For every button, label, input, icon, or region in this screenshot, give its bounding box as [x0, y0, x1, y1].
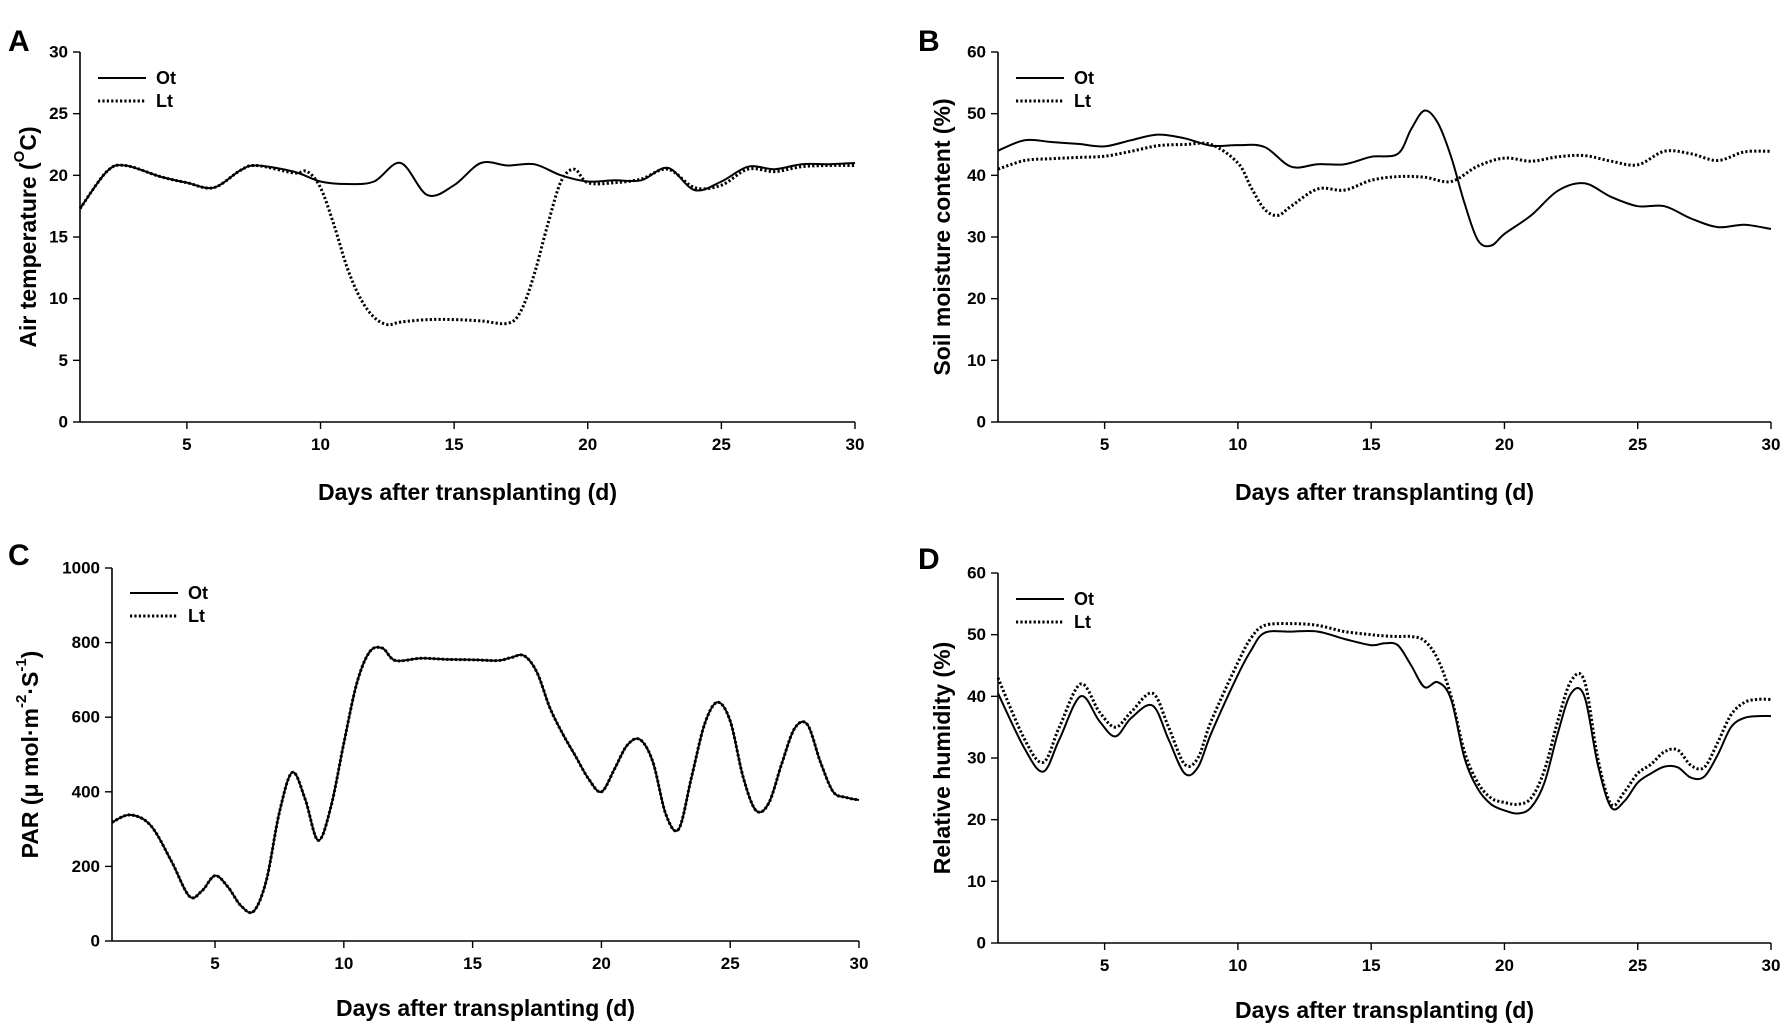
y-tick-label: 50: [967, 625, 986, 644]
x-tick-label: 10: [1228, 435, 1247, 454]
y-tick-label: 40: [967, 166, 986, 185]
x-tick-label: 10: [334, 954, 353, 973]
series-line-ot: [997, 109, 1772, 248]
series-line-lt: [996, 622, 1772, 808]
y-tick-label: 30: [967, 749, 986, 768]
x-tick-label: 25: [1628, 956, 1647, 975]
x-tick-label: 5: [182, 435, 191, 454]
y-tick-label: 0: [91, 932, 100, 951]
panel-a: A 0 5 10 15 20 25 30 5 10 15 20 25 30 Days after trans…: [8, 25, 864, 505]
x-axis-label: Days after transplanting (d): [1235, 479, 1534, 505]
series-line-lt: [111, 645, 860, 915]
y-axis-label: Relative humidity (%): [929, 642, 955, 875]
legend-label-ot: Ot: [156, 68, 176, 88]
y-tick-label: 0: [59, 413, 68, 432]
x-tick-label: 25: [1628, 435, 1647, 454]
y-axis-label: Soil moisture content (%): [929, 98, 955, 375]
y-tick-label: 10: [49, 289, 68, 308]
y-tick-label: 10: [967, 351, 986, 370]
y-tick-label: 30: [967, 228, 986, 247]
panel-letter: A: [8, 25, 30, 58]
series-line-lt: [997, 141, 1772, 217]
y-tick-label: 600: [72, 708, 100, 727]
y-tick-label: 0: [977, 934, 986, 953]
legend-label-lt: Lt: [1074, 91, 1091, 111]
y-tick-label: 15: [49, 228, 68, 247]
x-tick-label: 20: [592, 954, 611, 973]
y-tick-label: 25: [49, 104, 68, 123]
y-tick-label: 800: [72, 633, 100, 652]
series-line-lt: [78, 163, 856, 327]
series-line-ot: [997, 629, 1772, 815]
y-tick-label: 40: [967, 687, 986, 706]
x-tick-label: 30: [1762, 435, 1781, 454]
legend-label-lt: Lt: [156, 91, 173, 111]
y-tick-label: 60: [967, 43, 986, 62]
x-tick-label: 30: [850, 954, 869, 973]
y-tick-label: 1000: [62, 559, 100, 578]
panel-letter: B: [918, 25, 940, 58]
x-tick-label: 5: [1100, 435, 1109, 454]
x-tick-label: 15: [463, 954, 482, 973]
y-axis-label: PAR (μ mol·m-2·S-1): [13, 651, 43, 859]
y-axis-label: Air temperature (OC): [11, 126, 41, 347]
x-axis-label: Days after transplanting (d): [318, 479, 617, 505]
x-tick-label: 20: [1495, 956, 1514, 975]
y-tick-label: 20: [967, 810, 986, 829]
legend-label-lt: Lt: [1074, 612, 1091, 632]
y-tick-label: 400: [72, 782, 100, 801]
y-tick-label: 20: [967, 289, 986, 308]
y-tick-label: 10: [967, 872, 986, 891]
legend-label-ot: Ot: [1074, 68, 1094, 88]
legend-label-ot: Ot: [188, 583, 208, 603]
legend-label-ot: Ot: [1074, 589, 1094, 609]
y-tick-label: 0: [977, 413, 986, 432]
x-tick-label: 15: [1362, 956, 1381, 975]
legend-label-lt: Lt: [188, 606, 205, 626]
x-tick-label: 25: [721, 954, 740, 973]
x-tick-label: 5: [1100, 956, 1109, 975]
x-tick-label: 30: [846, 435, 865, 454]
panel-b: B 0 10 20 30 40 50 60 5 10 15 20 25 30 Days after tran…: [918, 25, 1780, 505]
x-tick-label: 20: [578, 435, 597, 454]
x-tick-label: 30: [1762, 956, 1781, 975]
y-tick-label: 50: [967, 104, 986, 123]
series-line-ot: [111, 646, 860, 914]
y-tick-label: 200: [72, 857, 100, 876]
y-tick-label: 30: [49, 43, 68, 62]
panel-letter: C: [8, 539, 30, 572]
x-tick-label: 5: [210, 954, 219, 973]
y-tick-label: 5: [59, 351, 68, 370]
y-tick-label: 20: [49, 166, 68, 185]
panel-c: C 0 200 400 600 800 1000 5 10 15 20 25 30 Days after …: [8, 539, 868, 1021]
panel-letter: D: [918, 543, 940, 576]
x-tick-label: 15: [1362, 435, 1381, 454]
x-tick-label: 10: [311, 435, 330, 454]
y-tick-label: 60: [967, 564, 986, 583]
x-tick-label: 15: [445, 435, 464, 454]
x-axis-label: Days after transplanting (d): [336, 995, 635, 1021]
series-line-ot: [79, 160, 856, 210]
x-axis-label: Days after transplanting (d): [1235, 997, 1534, 1023]
x-tick-label: 20: [1495, 435, 1514, 454]
x-tick-label: 10: [1228, 956, 1247, 975]
x-tick-label: 25: [712, 435, 731, 454]
panel-d: D 0 10 20 30 40 50 60 5 10 15 20 25 30 Days after tran…: [918, 543, 1780, 1023]
